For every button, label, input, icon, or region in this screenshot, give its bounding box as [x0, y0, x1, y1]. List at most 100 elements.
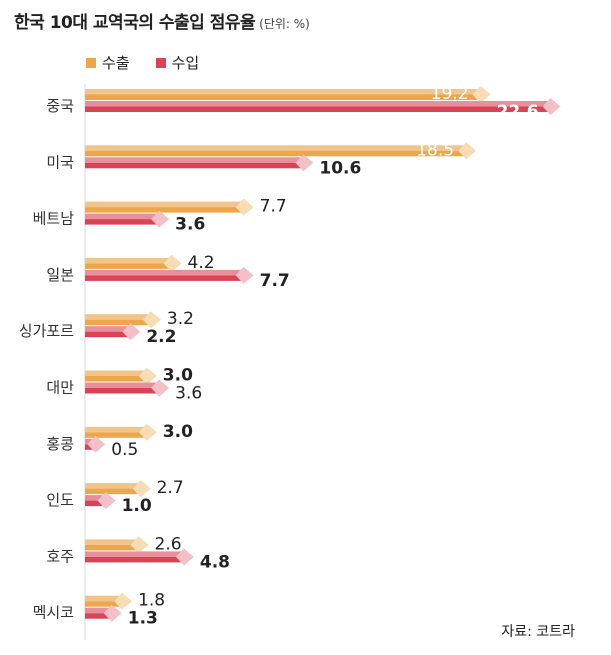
export-value-label: 2.6 [155, 534, 182, 554]
import-value-label: 10.6 [319, 158, 361, 178]
export-bar-shade [85, 601, 123, 607]
export-value-label: 18.5 [416, 140, 454, 160]
import-bar-tip [151, 379, 170, 397]
legend-export-swatch [86, 57, 96, 68]
import-bar [85, 495, 106, 501]
export-bar-shade [85, 319, 151, 326]
source-note: 자료: 코트라 [501, 624, 575, 640]
import-bar [85, 101, 551, 107]
legend: 수출 수입 [86, 52, 225, 73]
export-bar-tip [472, 86, 491, 103]
import-value-label: 2.2 [146, 327, 176, 347]
export-bar-tip [142, 311, 161, 329]
import-bar-shade [85, 162, 304, 169]
import-bar [85, 551, 184, 557]
import-bar-shade [85, 556, 184, 563]
import-bar-tip [175, 548, 194, 566]
export-value-label: 3.0 [163, 366, 193, 386]
chart-title: 한국 10대 교역국의 수출입 점유율 (단위: %) [14, 8, 310, 33]
export-bar-tip [458, 142, 477, 160]
import-bar-tip [295, 154, 314, 172]
category-label: 싱가포르 [19, 322, 74, 340]
export-bar-tip [138, 367, 157, 385]
export-value-label: 3.2 [167, 309, 194, 329]
category-label: 일본 [46, 266, 74, 284]
legend-import-swatch [155, 57, 166, 68]
import-bar-tip [151, 210, 170, 228]
export-value-label: 19.2 [431, 84, 469, 104]
export-bar-tip [132, 480, 151, 498]
export-bar [85, 314, 151, 320]
import-bar-tip [542, 98, 561, 115]
category-label: 대만 [46, 379, 74, 397]
title-text: 한국 10대 교역국의 수출입 점유율 [14, 13, 256, 33]
export-bar [85, 201, 244, 208]
export-bar-tip [130, 536, 149, 554]
export-value-label: 1.8 [138, 591, 165, 611]
import-bar [85, 213, 160, 220]
unit-label: (단위: %) [259, 17, 310, 31]
import-bar-tip [103, 604, 122, 622]
import-value-label: 22.6 [497, 102, 539, 122]
export-bar [85, 89, 481, 95]
export-value-label: 4.2 [188, 253, 215, 273]
import-bar-shade [85, 500, 106, 507]
category-label: 중국 [46, 97, 74, 115]
export-bar-shade [85, 488, 141, 495]
import-bar-shade [85, 275, 244, 281]
export-value-label: 7.7 [260, 197, 287, 217]
import-value-label: 3.6 [175, 215, 205, 235]
import-value-label: 7.7 [260, 271, 290, 291]
export-bar-shade [85, 94, 481, 100]
import-value-label: 0.5 [111, 440, 138, 460]
export-bar-tip [138, 423, 157, 441]
category-label: 홍콩 [46, 435, 74, 453]
legend-export-label: 수출 [102, 54, 130, 72]
export-bar [85, 426, 147, 433]
category-label: 미국 [46, 153, 74, 171]
export-bar-shade [85, 376, 147, 382]
legend-import: 수입 [155, 52, 200, 73]
import-bar-shade [85, 106, 551, 112]
import-bar [85, 382, 160, 388]
import-value-label: 1.0 [122, 496, 152, 516]
import-value-label: 1.3 [128, 609, 158, 629]
import-bar-shade [85, 613, 112, 619]
export-bar [85, 370, 147, 376]
import-bar [85, 157, 304, 163]
import-bar-tip [87, 435, 106, 453]
export-bar-shade [85, 207, 244, 213]
export-bar-tip [235, 198, 254, 216]
export-bar-tip [163, 254, 182, 272]
category-label: 베트남 [33, 210, 75, 228]
category-label: 호주 [46, 547, 74, 565]
import-bar [85, 607, 112, 614]
export-bar [85, 483, 141, 489]
import-bar-shade [85, 331, 131, 338]
import-bar-tip [122, 323, 141, 341]
export-bar [85, 257, 172, 264]
export-bar-shade [85, 432, 147, 438]
import-bar-tip [235, 266, 254, 284]
export-bar-shade [85, 263, 172, 269]
category-label: 멕시코 [33, 604, 74, 622]
export-bar [85, 145, 467, 151]
export-bar [85, 539, 139, 545]
import-bar-shade [85, 219, 160, 225]
export-bar-shade [85, 150, 467, 157]
import-bar-tip [97, 492, 116, 510]
export-bar-shade [85, 544, 139, 551]
import-bar [85, 326, 131, 332]
import-value-label: 4.8 [200, 552, 230, 572]
export-value-label: 3.0 [163, 422, 193, 442]
import-bar [85, 269, 244, 276]
export-bar [85, 595, 123, 602]
legend-export: 수출 [86, 52, 130, 73]
export-bar-tip [114, 592, 133, 610]
category-label: 인도 [46, 491, 74, 509]
export-value-label: 2.7 [157, 478, 184, 498]
import-value-label: 3.6 [175, 384, 202, 404]
import-bar-shade [85, 388, 160, 394]
legend-import-label: 수입 [171, 54, 200, 72]
